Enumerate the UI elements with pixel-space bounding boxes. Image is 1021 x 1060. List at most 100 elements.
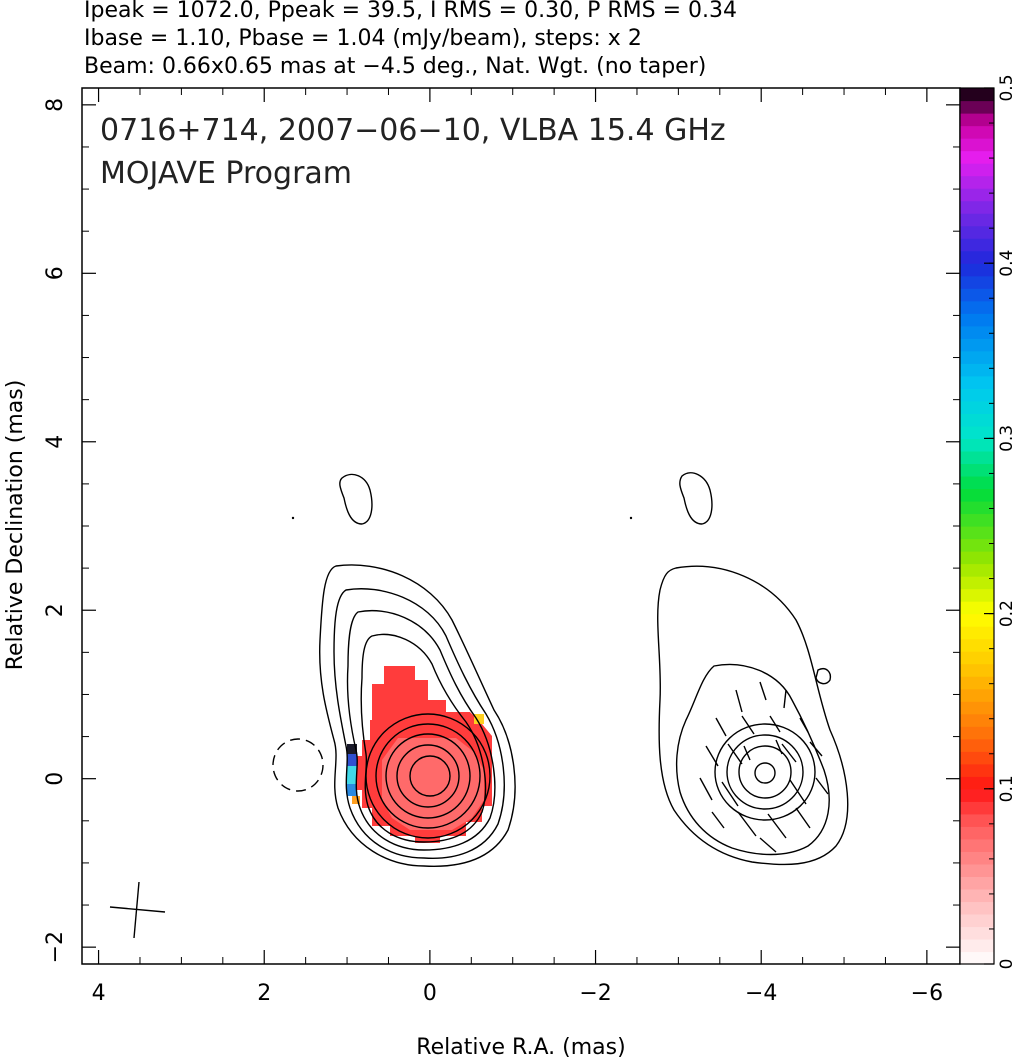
header-line-2: Ibase = 1.10, Pbase = 1.04 (mJy/beam), s… (84, 26, 642, 51)
y-axis-title: Relative Declination (mas) (3, 380, 28, 671)
contour-level (679, 472, 713, 525)
chart-subtitle: MOJAVE Program (100, 156, 352, 191)
colorbar-frame (959, 87, 995, 965)
colorbar-swatch (960, 163, 994, 177)
frac-pol-core (382, 738, 484, 830)
contour-level (657, 565, 849, 866)
evpa-stick (795, 807, 811, 829)
colorbar-swatch (960, 113, 994, 127)
colorbar-swatch (960, 726, 994, 740)
intensity-contours-left (272, 473, 516, 867)
contour-level (339, 473, 373, 525)
colorbar-swatch (960, 813, 994, 827)
colorbar-swatch (960, 651, 994, 665)
colorbar-swatch (960, 150, 994, 164)
colorbar-swatch (960, 951, 994, 965)
evpa-stick (715, 717, 727, 737)
header-line-1: Ipeak = 1072.0, Ppeak = 39.5, I RMS = 0.… (84, 0, 737, 23)
evpa-stick (727, 743, 743, 765)
colorbar-swatch (960, 838, 994, 852)
noise-dot (291, 516, 295, 520)
colorbar (960, 88, 994, 965)
colorbar-tick-label: 0.2 (997, 600, 1017, 627)
x-tick-label: 0 (423, 981, 437, 1006)
colorbar-swatch (960, 463, 994, 477)
colorbar-swatch (960, 375, 994, 389)
frac-pol-pixel (347, 766, 357, 784)
colorbar-swatch (960, 538, 994, 552)
noise-dot (629, 516, 633, 520)
colorbar-swatch (960, 250, 994, 264)
colorbar-swatch (960, 601, 994, 615)
evpa-stick (767, 813, 787, 839)
evpa-stick (743, 745, 751, 761)
evpa-stick (815, 777, 829, 795)
colorbar-swatch (960, 626, 994, 640)
colorbar-swatch (960, 526, 994, 540)
evpa-stick (711, 811, 725, 829)
colorbar-swatch (960, 225, 994, 239)
contour-level (385, 733, 471, 819)
frac-pol-pixel (347, 784, 357, 796)
colorbar-swatch (960, 350, 994, 364)
colorbar-swatch (960, 363, 994, 377)
negative-contour (272, 738, 324, 792)
intensity-contours-right (657, 472, 849, 866)
evpa-stick (775, 739, 783, 755)
colorbar-swatch (960, 438, 994, 452)
contour-level (365, 713, 491, 839)
contour-level (333, 588, 505, 859)
colorbar-swatch (960, 425, 994, 439)
evpa-stick (699, 777, 713, 801)
colorbar-swatch (960, 238, 994, 252)
colorbar-swatch (960, 325, 994, 339)
colorbar-swatch (960, 851, 994, 865)
frac-pol-pixel (347, 754, 357, 766)
colorbar-swatch (960, 313, 994, 327)
colorbar-swatch (960, 588, 994, 602)
y-tick-label: 8 (43, 98, 68, 112)
contour-level (360, 633, 487, 843)
contour-level (714, 723, 816, 821)
contour-level (396, 744, 460, 808)
evpa-stick (721, 781, 739, 807)
x-tick-label: 2 (257, 981, 271, 1006)
evpa-vectors (699, 681, 829, 853)
colorbar-swatch (960, 450, 994, 465)
evpa-stick (783, 689, 787, 709)
colorbar-swatch (960, 138, 994, 152)
chart-title: 0716+714, 2007−06−10, VLBA 15.4 GHz (100, 113, 726, 148)
beam-minor-axis (133, 881, 140, 939)
evpa-stick (759, 681, 767, 701)
colorbar-swatch (960, 300, 994, 314)
colorbar-swatch (960, 400, 994, 414)
evpa-stick (741, 715, 755, 735)
contour-level (738, 745, 792, 799)
colorbar-tick-label: 0.3 (997, 425, 1017, 452)
colorbar-swatch (960, 275, 994, 289)
colorbar-swatch (960, 288, 994, 302)
axis-tick-labels: 4 2 0 −2 −4 −6 −2 0 2 4 6 8 (43, 98, 943, 1006)
y-tick-label: 6 (43, 266, 68, 280)
colorbar-swatch (960, 513, 994, 527)
contour-level (375, 723, 481, 829)
colorbar-swatch (960, 763, 994, 777)
colorbar-swatch (960, 788, 994, 802)
colorbar-swatch (960, 701, 994, 715)
colorbar-tick-label: 0 (997, 959, 1017, 970)
colorbar-swatch (960, 901, 994, 915)
colorbar-swatch (960, 563, 994, 577)
frac-pol-pixel (347, 744, 357, 754)
evpa-stick (799, 717, 809, 733)
colorbar-swatch (960, 801, 994, 815)
colorbar-tick-label: 0.5 (997, 74, 1017, 101)
colorbar-swatch (960, 475, 994, 490)
colorbar-swatch (960, 938, 994, 953)
frac-pol-pixel (474, 714, 484, 724)
evpa-stick (705, 745, 719, 767)
colorbar-tick-label: 0.1 (997, 775, 1017, 802)
header-line-3: Beam: 0.66x0.65 mas at −4.5 deg., Nat. W… (84, 54, 706, 79)
x-axis-title: Relative R.A. (mas) (416, 1035, 625, 1060)
evpa-stick (737, 811, 757, 837)
